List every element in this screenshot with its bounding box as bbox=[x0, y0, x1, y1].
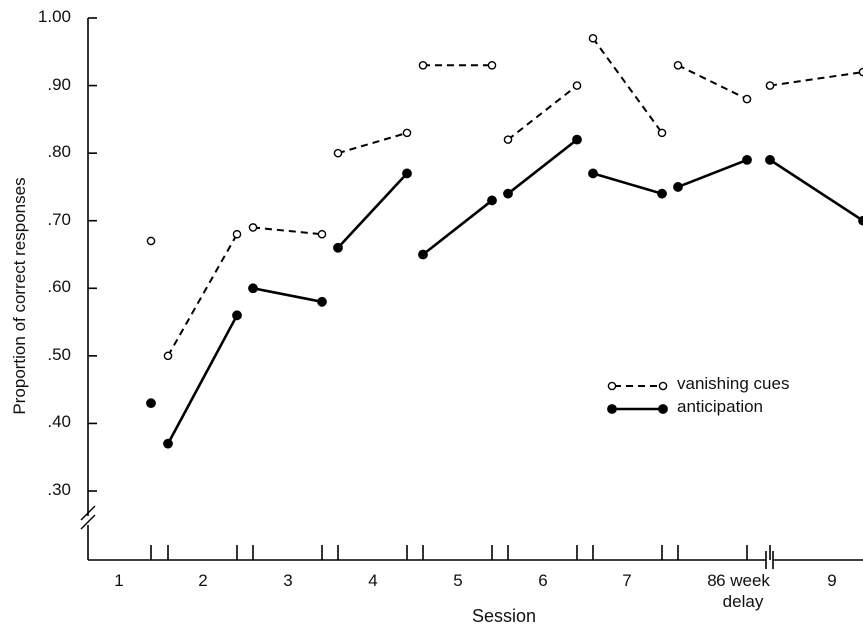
data-point-vanishing-cues bbox=[572, 81, 582, 90]
y-tick-label: .60 bbox=[47, 277, 71, 297]
data-point-vanishing-cues bbox=[146, 236, 156, 246]
data-point-anticipation bbox=[657, 188, 667, 199]
series-line-anticipation bbox=[337, 172, 408, 249]
data-point-vanishing-cues bbox=[317, 229, 327, 239]
series-line-vanishing-cues bbox=[592, 37, 663, 134]
data-point-anticipation bbox=[572, 134, 582, 145]
axis-break-mark bbox=[80, 505, 96, 521]
data-point-vanishing-cues bbox=[402, 128, 412, 138]
legend-marker-vanishing-cues bbox=[607, 381, 617, 391]
data-point-anticipation bbox=[588, 168, 598, 179]
series-line-vanishing-cues bbox=[252, 226, 323, 236]
x-tick-label: 4 bbox=[368, 571, 378, 590]
legend-marker-vanishing-cues bbox=[658, 381, 668, 391]
legend-label-anticipation: anticipation bbox=[677, 397, 764, 416]
series-line-anticipation bbox=[422, 199, 493, 256]
data-point-anticipation bbox=[765, 154, 775, 165]
data-point-anticipation bbox=[163, 438, 173, 449]
x-tick-label: 5 bbox=[453, 571, 463, 590]
data-point-vanishing-cues bbox=[163, 351, 173, 361]
y-tick-label: .50 bbox=[47, 344, 71, 364]
delay-label-line2: delay bbox=[722, 592, 764, 611]
y-tick-label: .30 bbox=[47, 480, 71, 499]
data-point-vanishing-cues bbox=[487, 61, 497, 70]
y-tick-label: .90 bbox=[47, 74, 71, 94]
x-tick-label: 9 bbox=[827, 571, 837, 590]
x-tick-label: 6 bbox=[538, 571, 548, 590]
series-line-anticipation bbox=[677, 158, 748, 189]
data-point-vanishing-cues bbox=[673, 61, 683, 70]
y-tick-label: .40 bbox=[47, 412, 71, 432]
series-line-anticipation bbox=[769, 158, 863, 222]
series-line-vanishing-cues bbox=[769, 71, 863, 87]
data-point-anticipation bbox=[402, 168, 412, 179]
data-point-vanishing-cues bbox=[418, 61, 428, 70]
data-point-vanishing-cues bbox=[657, 128, 667, 138]
data-point-anticipation bbox=[232, 310, 242, 321]
series-line-vanishing-cues bbox=[677, 64, 748, 100]
data-point-vanishing-cues bbox=[232, 229, 242, 239]
data-point-vanishing-cues bbox=[742, 94, 752, 104]
data-point-anticipation bbox=[487, 195, 497, 206]
data-point-anticipation bbox=[248, 283, 258, 294]
data-point-anticipation bbox=[317, 296, 327, 307]
x-tick-label: 3 bbox=[283, 571, 293, 590]
data-point-vanishing-cues bbox=[858, 67, 863, 77]
data-point-vanishing-cues bbox=[333, 148, 343, 158]
series-line-anticipation bbox=[592, 172, 663, 195]
data-point-anticipation bbox=[503, 188, 513, 199]
data-point-vanishing-cues bbox=[765, 81, 775, 90]
series-line-anticipation bbox=[507, 138, 578, 195]
x-tick-label: 2 bbox=[198, 571, 208, 590]
legend-label-vanishing-cues: vanishing cues bbox=[677, 374, 790, 393]
data-point-anticipation bbox=[418, 249, 428, 260]
data-point-vanishing-cues bbox=[503, 135, 513, 144]
x-tick-label: 8 bbox=[707, 571, 717, 590]
series-line-vanishing-cues bbox=[167, 233, 238, 357]
y-tick-label: 1.00 bbox=[37, 7, 71, 26]
data-point-anticipation bbox=[742, 154, 752, 165]
x-tick-label: 7 bbox=[622, 571, 632, 590]
series-line-vanishing-cues bbox=[337, 131, 408, 155]
delay-label-line1: 6 week bbox=[716, 571, 770, 590]
data-point-anticipation bbox=[333, 242, 343, 253]
data-point-anticipation bbox=[858, 215, 863, 226]
data-point-anticipation bbox=[146, 398, 156, 409]
axis-break-mark bbox=[80, 514, 96, 530]
series-line-anticipation bbox=[252, 287, 323, 304]
legend-marker-anticipation bbox=[607, 404, 617, 414]
data-point-anticipation bbox=[673, 182, 683, 192]
x-tick-label: 1 bbox=[114, 571, 124, 590]
x-axis-label: Session bbox=[471, 606, 537, 626]
legend-marker-anticipation bbox=[658, 404, 668, 414]
data-point-vanishing-cues bbox=[588, 33, 598, 43]
data-point-vanishing-cues bbox=[248, 223, 258, 232]
series-line-vanishing-cues bbox=[507, 84, 578, 141]
series-line-anticipation bbox=[166, 314, 239, 445]
y-tick-label: .70 bbox=[47, 209, 71, 229]
y-tick-label: .80 bbox=[47, 142, 71, 162]
